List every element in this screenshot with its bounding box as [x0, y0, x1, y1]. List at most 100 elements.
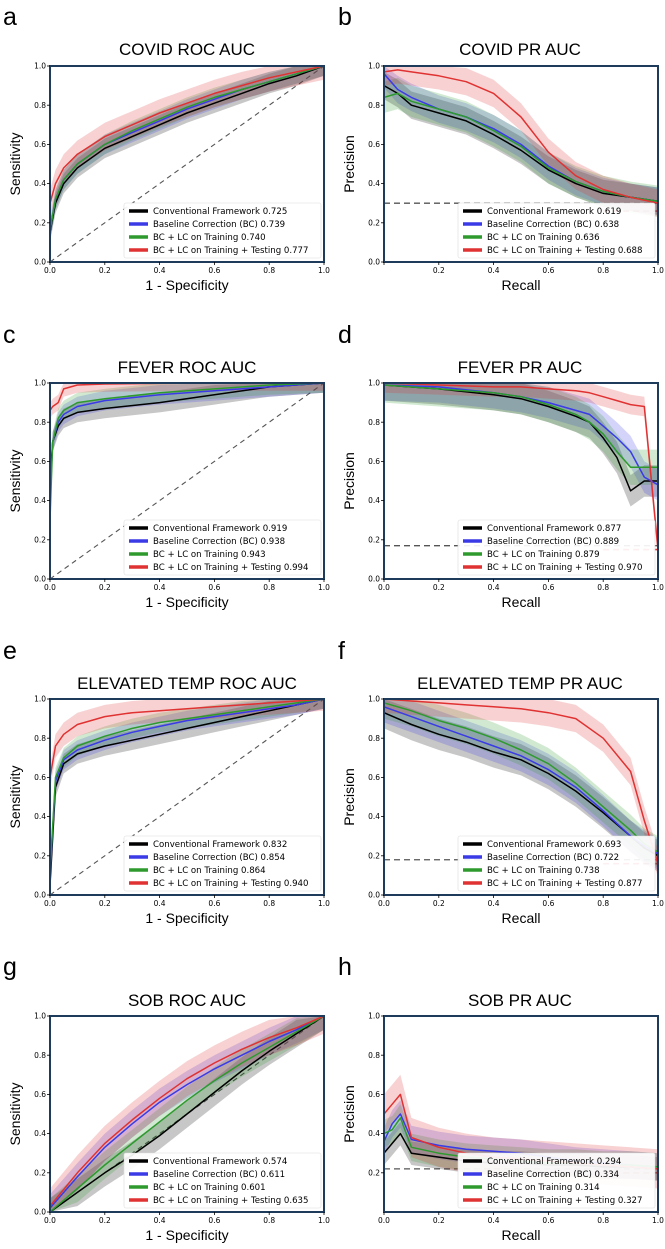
legend-auc-value: 0.327	[618, 1196, 643, 1206]
panel-letter: g	[3, 953, 17, 981]
legend-auc-value: 0.294	[597, 1157, 622, 1167]
legend-entry: BC + LC on Training 0.601	[153, 1183, 266, 1193]
y-tick-label: 0.4	[34, 1129, 46, 1138]
y-tick-label: 0.4	[368, 1129, 380, 1138]
x-tick-label: 1.0	[652, 899, 664, 908]
y-tick-label: 0.8	[34, 418, 46, 427]
legend-series-name: BC + LC on Training	[487, 1183, 572, 1193]
legend-series-name: BC + LC on Training	[487, 550, 572, 560]
legend-series-name: Conventional Framework	[153, 207, 260, 217]
legend-series-name: Conventional Framework	[153, 1157, 260, 1167]
x-tick-label: 0.0	[44, 899, 56, 908]
plot-area	[50, 66, 324, 262]
legend-series-name: Baseline Correction (BC)	[153, 537, 258, 547]
x-tick-label: 0.0	[378, 1216, 390, 1225]
y-tick-label: 0.8	[34, 1051, 46, 1060]
y-tick-label: 1.0	[368, 379, 380, 388]
y-tick-label: 0.2	[34, 535, 46, 544]
chart-title: COVID PR AUC	[459, 40, 581, 59]
x-tick-label: 0.8	[597, 583, 609, 592]
series-line	[50, 1016, 324, 1209]
x-axis-label: 1 - Specificity	[145, 910, 228, 926]
y-tick-label: 0.6	[368, 140, 380, 149]
panel-f: f ELEVATED TEMP PR AUC 0.0 0.2 0.4 0.6 0.8 1.0 0…	[338, 637, 664, 926]
chart-title: FEVER PR AUC	[458, 358, 583, 377]
legend-series-name: Baseline Correction (BC)	[487, 1170, 592, 1180]
y-tick-label: 0.0	[34, 575, 46, 584]
ci-band	[384, 383, 658, 501]
y-axis-label: Sensitivity	[7, 132, 23, 195]
panel-letter: e	[3, 637, 17, 665]
x-tick-label: 0.2	[433, 266, 445, 275]
legend-box	[457, 1152, 656, 1209]
chart-title: SOB PR AUC	[468, 991, 572, 1010]
legend-entry: BC + LC on Training + Testing 0.994	[153, 563, 309, 573]
legend-box	[123, 835, 322, 892]
legend: Conventional Framework 0.877 Baseline Cor…	[457, 519, 656, 576]
plot-frame	[49, 65, 325, 263]
series-line	[384, 69, 658, 204]
legend: Conventional Framework 0.574 Baseline Cor…	[123, 1152, 322, 1209]
legend-auc-value: 0.864	[241, 866, 266, 876]
legend: Conventional Framework 0.619 Baseline Cor…	[457, 202, 656, 259]
y-tick-label: 1.0	[368, 695, 380, 704]
legend-entry: Conventional Framework 0.919	[153, 524, 287, 534]
y-tick-label: 0.0	[368, 575, 380, 584]
ci-band	[384, 71, 658, 216]
legend-auc-value: 0.574	[263, 1157, 288, 1167]
y-tick-label: 0.4	[368, 812, 380, 821]
y-axis-label: Sensitivity	[7, 1082, 23, 1145]
legend-entry: Baseline Correction (BC) 0.739	[153, 220, 285, 230]
y-tick-label: 0.0	[368, 258, 380, 267]
legend-auc-value: 0.739	[261, 220, 286, 230]
y-tick-label: 0.8	[368, 418, 380, 427]
x-tick-label: 0.4	[154, 1216, 166, 1225]
x-tick-label: 0.0	[378, 899, 390, 908]
panel-c: c FEVER ROC AUC 0.0 0.2 0.4 0.6 0.8 1.0 0.0 0.2 0.…	[3, 321, 330, 610]
ci-band	[50, 699, 324, 895]
legend-entry: BC + LC on Training + Testing 0.635	[153, 1196, 309, 1206]
panel-letter: b	[338, 3, 352, 31]
legend-entry: BC + LC on Training 0.943	[153, 550, 266, 560]
legend-series-name: Conventional Framework	[487, 207, 594, 217]
ci-band	[50, 66, 324, 241]
y-tick-label: 0.2	[34, 851, 46, 860]
ci-band	[384, 383, 658, 560]
legend-entry: Baseline Correction (BC) 0.334	[487, 1170, 619, 1180]
legend-box	[123, 519, 322, 576]
x-tick-label: 0.2	[99, 1216, 111, 1225]
legend-entry: Baseline Correction (BC) 0.854	[153, 853, 285, 863]
x-tick-label: 0.2	[99, 583, 111, 592]
plot-area	[50, 699, 324, 895]
x-tick-label: 0.4	[154, 583, 166, 592]
ci-band	[50, 66, 324, 241]
series-line	[50, 383, 324, 521]
x-tick-label: 1.0	[652, 583, 664, 592]
legend-auc-value: 0.832	[263, 840, 288, 850]
y-axis-label: Precision	[341, 1085, 357, 1143]
x-axis-label: Recall	[502, 910, 541, 926]
legend-auc-value: 0.314	[575, 1183, 600, 1193]
chart-title: COVID ROC AUC	[119, 40, 255, 59]
legend-box	[457, 202, 656, 259]
legend-auc-value: 0.938	[261, 537, 286, 547]
x-tick-label: 0.4	[488, 266, 500, 275]
panel-letter: d	[338, 321, 352, 349]
legend-entry: Conventional Framework 0.619	[487, 207, 621, 217]
x-tick-label: 0.8	[597, 266, 609, 275]
legend-box	[457, 519, 656, 576]
y-tick-label: 1.0	[368, 1012, 380, 1021]
y-tick-label: 0.8	[368, 734, 380, 743]
legend-auc-value: 0.943	[241, 550, 266, 560]
legend-entry: BC + LC on Training + Testing 0.327	[487, 1196, 643, 1206]
x-tick-label: 0.0	[44, 583, 56, 592]
legend-series-name: BC + LC on Training + Testing	[153, 246, 281, 256]
legend-entry: Conventional Framework 0.877	[487, 524, 621, 534]
x-tick-label: 0.8	[263, 266, 275, 275]
x-tick-label: 1.0	[652, 1216, 664, 1225]
legend-series-name: BC + LC on Training + Testing	[487, 563, 615, 573]
plot-frame	[383, 698, 659, 896]
legend-auc-value: 0.919	[263, 524, 288, 534]
series-line	[50, 1016, 324, 1212]
legend-entry: BC + LC on Training 0.740	[153, 233, 266, 243]
